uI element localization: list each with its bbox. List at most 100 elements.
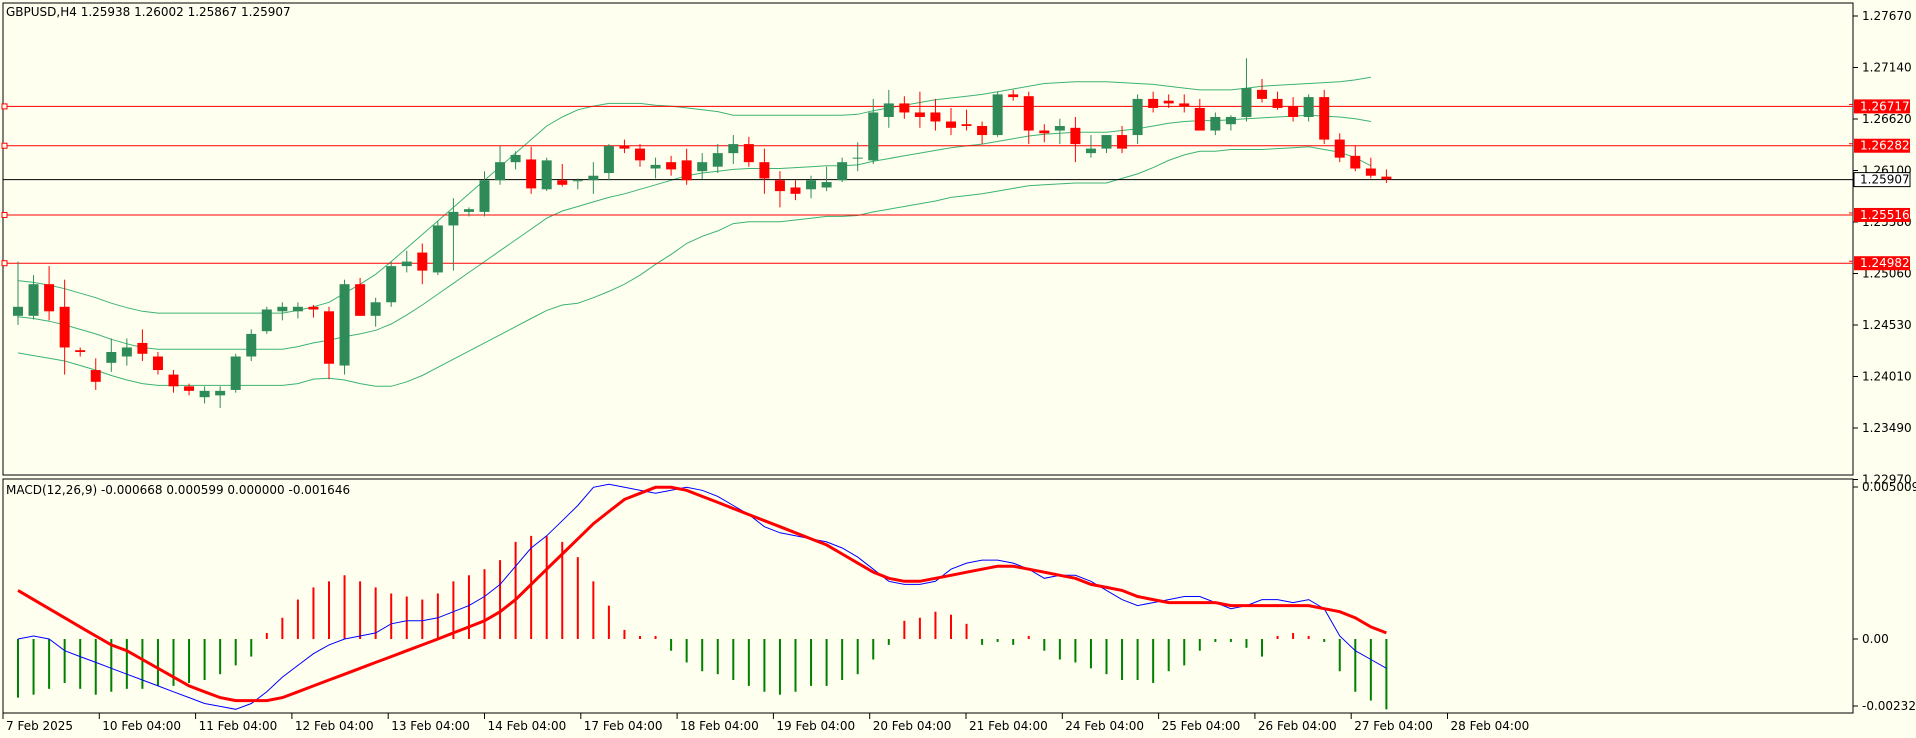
candle-body[interactable] bbox=[1225, 116, 1236, 125]
bollinger-lower-line bbox=[17, 146, 1372, 387]
candle-body[interactable] bbox=[215, 390, 226, 396]
candle-body[interactable] bbox=[992, 94, 1003, 136]
candle-body[interactable] bbox=[883, 103, 894, 117]
candle-body[interactable] bbox=[541, 160, 552, 190]
candle-body[interactable] bbox=[899, 103, 910, 113]
candle-body[interactable] bbox=[1101, 135, 1112, 149]
candle-body[interactable] bbox=[1272, 98, 1283, 108]
candle-body[interactable] bbox=[121, 347, 132, 357]
time-tick-label: 7 Feb 2025 bbox=[6, 719, 73, 733]
candle-body[interactable] bbox=[13, 306, 23, 316]
candle-body[interactable] bbox=[401, 261, 412, 267]
candle-body[interactable] bbox=[510, 154, 521, 163]
candle-body[interactable] bbox=[588, 175, 599, 181]
candle-body[interactable] bbox=[681, 160, 692, 181]
candle-body[interactable] bbox=[1008, 94, 1019, 98]
candle-body[interactable] bbox=[1132, 98, 1143, 136]
candle-body[interactable] bbox=[324, 311, 334, 364]
candle-body[interactable] bbox=[1179, 103, 1190, 107]
level-line-handle[interactable] bbox=[1, 260, 8, 267]
candle-body[interactable] bbox=[619, 145, 630, 149]
candle-body[interactable] bbox=[743, 144, 754, 163]
candle-body[interactable] bbox=[339, 284, 350, 366]
candle-body[interactable] bbox=[370, 302, 381, 316]
candle-body[interactable] bbox=[806, 180, 817, 190]
candle-body[interactable] bbox=[774, 180, 785, 192]
candle-body[interactable] bbox=[1054, 126, 1065, 131]
candle-body[interactable] bbox=[106, 351, 117, 363]
candle-body[interactable] bbox=[59, 306, 70, 348]
candle-body[interactable] bbox=[635, 148, 645, 161]
candle-body[interactable] bbox=[44, 284, 55, 312]
candle-body[interactable] bbox=[1288, 106, 1299, 117]
candle-body[interactable] bbox=[1070, 127, 1081, 145]
candle-body[interactable] bbox=[821, 182, 832, 188]
level-price-tag bbox=[1854, 99, 1910, 114]
candle-body[interactable] bbox=[1365, 168, 1376, 176]
candle-body[interactable] bbox=[712, 153, 723, 167]
candle-body[interactable] bbox=[1257, 89, 1267, 99]
candle-body[interactable] bbox=[432, 225, 443, 273]
candle-body[interactable] bbox=[837, 162, 848, 181]
candle-body[interactable] bbox=[261, 309, 272, 332]
candle-body[interactable] bbox=[479, 180, 490, 212]
candle-body[interactable] bbox=[961, 124, 972, 127]
candle-body[interactable] bbox=[1039, 130, 1050, 134]
candle-body[interactable] bbox=[495, 162, 506, 181]
candle-body[interactable] bbox=[308, 306, 319, 310]
candle-body[interactable] bbox=[448, 211, 459, 226]
candle-body[interactable] bbox=[914, 112, 925, 117]
candle-body[interactable] bbox=[868, 112, 879, 161]
candle-body[interactable] bbox=[90, 370, 101, 382]
candle-body[interactable] bbox=[1194, 107, 1205, 131]
candle-body[interactable] bbox=[230, 356, 241, 390]
candle-body[interactable] bbox=[1148, 98, 1159, 108]
level-line-handle[interactable] bbox=[1, 103, 8, 110]
candle-body[interactable] bbox=[1163, 100, 1174, 104]
level-line-handle[interactable] bbox=[1, 211, 8, 218]
candle-body[interactable] bbox=[75, 350, 86, 352]
candle-body[interactable] bbox=[650, 164, 661, 169]
candle-body[interactable] bbox=[417, 252, 428, 271]
candle-body[interactable] bbox=[603, 145, 614, 174]
candle-body[interactable] bbox=[728, 144, 739, 154]
price-panel[interactable] bbox=[2, 2, 1854, 476]
candle-body[interactable] bbox=[1210, 116, 1221, 131]
candle-body[interactable] bbox=[168, 374, 179, 387]
candle-body[interactable] bbox=[386, 266, 397, 303]
candle-body[interactable] bbox=[292, 306, 303, 312]
candle-body[interactable] bbox=[1303, 97, 1314, 117]
candle-body[interactable] bbox=[463, 209, 474, 212]
candle-body[interactable] bbox=[1319, 97, 1330, 140]
candle-body[interactable] bbox=[852, 157, 863, 159]
candle-body[interactable] bbox=[28, 284, 39, 316]
candle-body[interactable] bbox=[759, 162, 770, 179]
candle-body[interactable] bbox=[137, 342, 148, 354]
macd-panel[interactable] bbox=[2, 478, 1854, 714]
candle-body[interactable] bbox=[184, 386, 195, 391]
candle-body[interactable] bbox=[557, 180, 568, 185]
candle-body[interactable] bbox=[355, 284, 366, 316]
candle-body[interactable] bbox=[1350, 155, 1361, 169]
candle-body[interactable] bbox=[277, 306, 288, 312]
candle-body[interactable] bbox=[1381, 176, 1392, 180]
candle-body[interactable] bbox=[790, 187, 801, 194]
candle-body[interactable] bbox=[152, 356, 163, 371]
candle-body[interactable] bbox=[1334, 139, 1345, 158]
candle-body[interactable] bbox=[666, 162, 677, 170]
level-line-handle[interactable] bbox=[1, 142, 8, 149]
candle-body[interactable] bbox=[977, 126, 988, 136]
candle-body[interactable] bbox=[1241, 88, 1252, 117]
candle-body[interactable] bbox=[1085, 148, 1096, 154]
candle-body[interactable] bbox=[946, 121, 956, 128]
time-tick-label: 27 Feb 04:00 bbox=[1354, 719, 1433, 733]
candle-body[interactable] bbox=[199, 390, 210, 398]
candle-body[interactable] bbox=[526, 159, 537, 189]
candle-body[interactable] bbox=[930, 112, 941, 122]
candle-body[interactable] bbox=[1117, 135, 1128, 149]
candle-body[interactable] bbox=[697, 162, 708, 172]
candle-body[interactable] bbox=[1023, 96, 1034, 131]
candle-body[interactable] bbox=[246, 333, 257, 357]
candle-body[interactable] bbox=[572, 180, 583, 182]
